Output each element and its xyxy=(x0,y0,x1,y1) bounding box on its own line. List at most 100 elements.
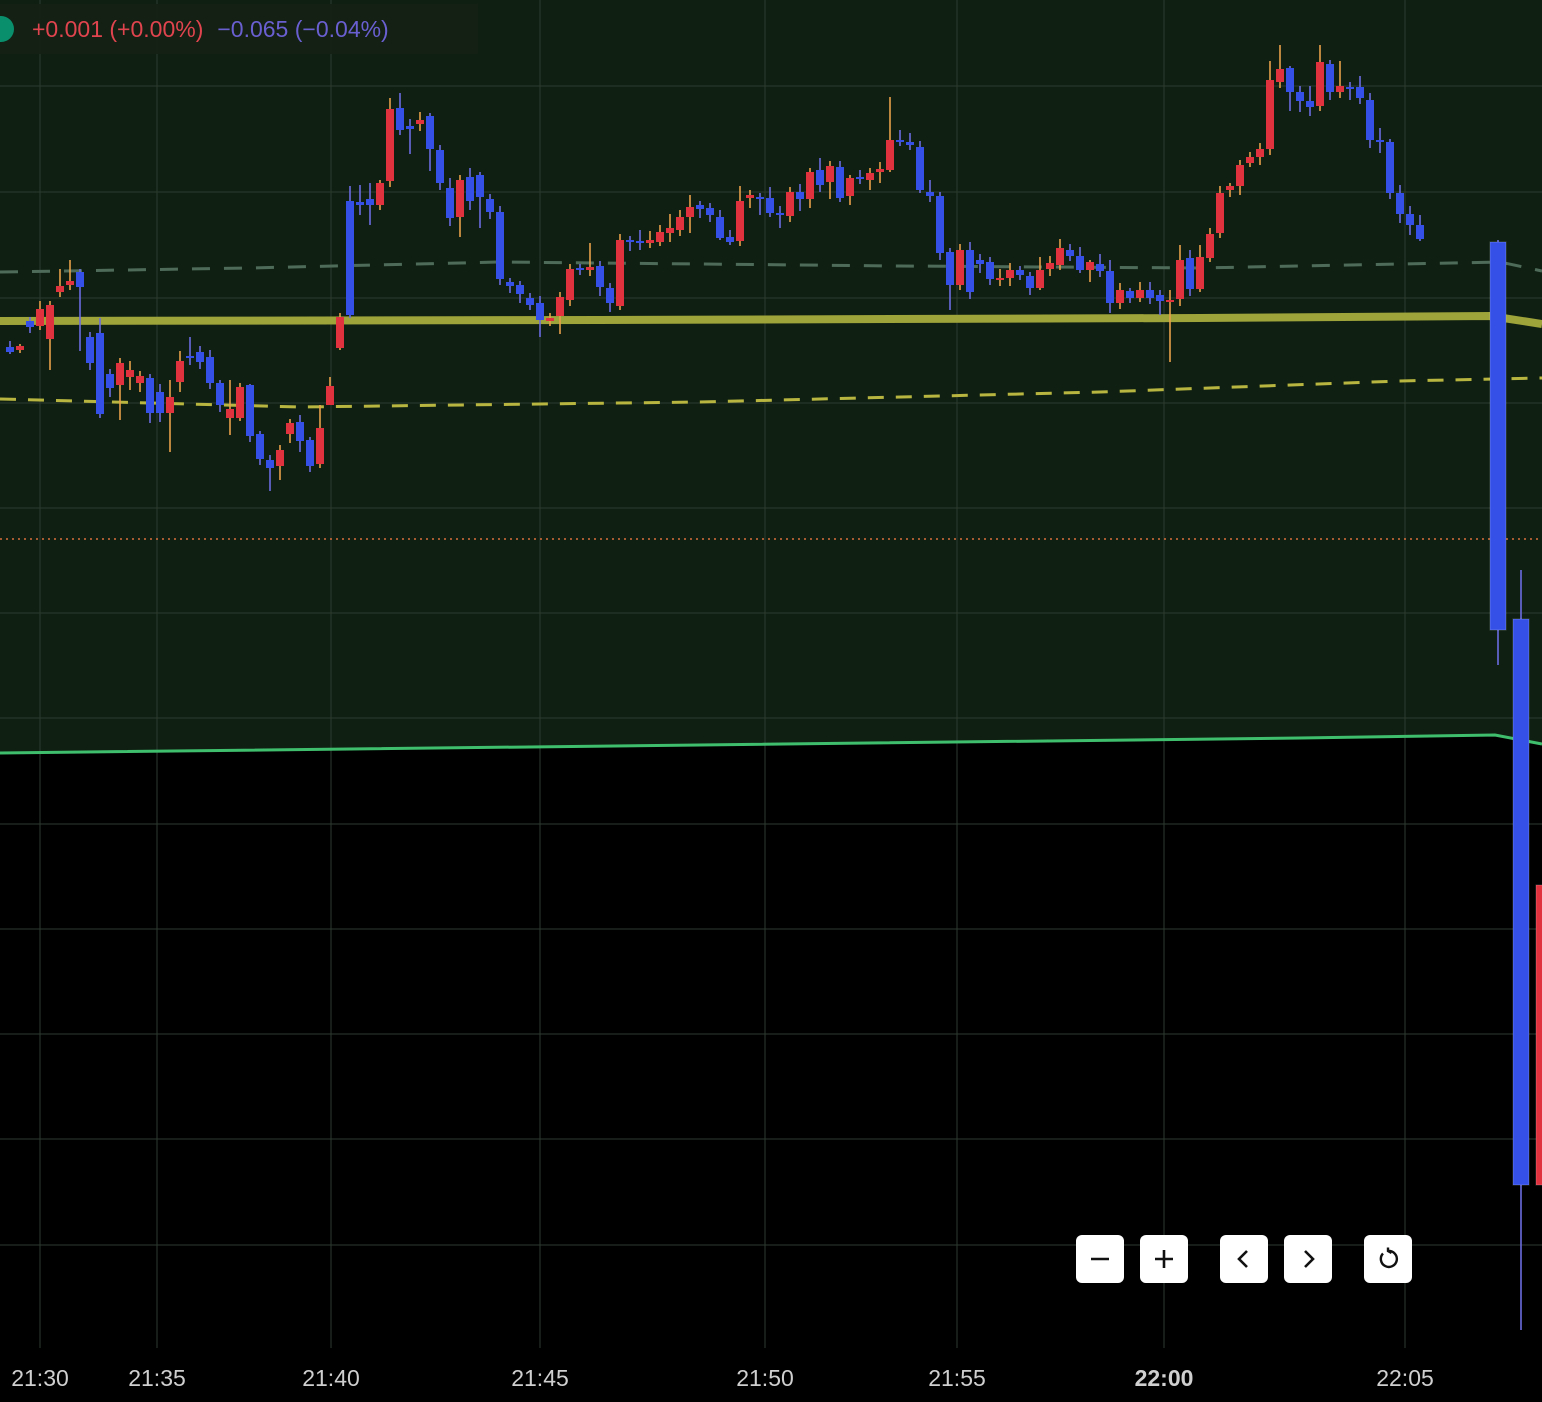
candle-body xyxy=(506,282,514,286)
candle-body xyxy=(336,317,344,348)
candle-body xyxy=(1286,68,1294,92)
chevron-right-icon xyxy=(1304,1250,1315,1268)
candle-body xyxy=(1366,100,1374,140)
x-tick-label: 22:00 xyxy=(1135,1365,1194,1391)
candle-body xyxy=(1256,149,1264,157)
candle-body xyxy=(1316,62,1324,106)
reset-button[interactable] xyxy=(1364,1235,1412,1283)
scroll-left-button[interactable] xyxy=(1220,1235,1268,1283)
candle-body xyxy=(896,140,904,142)
ma-solid-line xyxy=(0,312,1542,328)
candle-body xyxy=(6,347,14,352)
candle-body xyxy=(496,212,504,279)
candle-body xyxy=(1276,69,1284,82)
ma-gray-dashed-line xyxy=(0,260,1542,274)
candle-body xyxy=(396,108,404,130)
change-secondary: −0.065 (−0.04%) xyxy=(217,15,389,42)
candle-body xyxy=(1096,264,1104,271)
candle-body xyxy=(326,386,334,405)
candle-body xyxy=(856,177,864,179)
candle-body xyxy=(266,460,274,468)
candle-body xyxy=(706,208,714,215)
candle-body xyxy=(1006,270,1014,278)
candle-body xyxy=(196,352,204,362)
x-tick-label: 21:40 xyxy=(302,1365,360,1391)
candle-body xyxy=(1346,87,1354,89)
candle-body xyxy=(796,192,804,199)
candle-body xyxy=(736,201,744,241)
candle-body xyxy=(586,267,594,270)
ma-yellow-dashed-line xyxy=(0,376,1542,409)
candle-body xyxy=(436,150,444,183)
zoom-in-button[interactable] xyxy=(1140,1235,1188,1283)
candle-body xyxy=(36,309,44,326)
candle-body xyxy=(996,278,1004,280)
candle-body xyxy=(1086,262,1094,270)
candle-body xyxy=(146,378,154,413)
candle-body xyxy=(1156,295,1164,301)
candle-body xyxy=(206,357,214,383)
candle-body xyxy=(526,298,534,305)
candle-body xyxy=(746,195,754,198)
candle-body xyxy=(406,126,414,129)
candle-body xyxy=(1056,248,1064,265)
candle-body xyxy=(1489,241,1507,631)
candle-body xyxy=(1116,290,1124,303)
candle-body xyxy=(626,240,634,242)
x-tick-label: 22:05 xyxy=(1376,1365,1434,1391)
zoom-out-button[interactable] xyxy=(1076,1235,1124,1283)
candle-body xyxy=(1186,258,1194,289)
candle-body xyxy=(26,321,34,327)
candle-body xyxy=(806,172,814,199)
candle-body xyxy=(376,183,384,205)
candle-body xyxy=(426,116,434,149)
candle-body xyxy=(716,217,724,238)
candle-body xyxy=(486,199,494,212)
candle-body xyxy=(616,240,624,306)
candle-body xyxy=(756,197,764,199)
candle-body xyxy=(216,383,224,405)
candle-body xyxy=(1296,92,1304,101)
x-tick-label: 21:50 xyxy=(736,1365,794,1391)
plus-icon xyxy=(1155,1250,1173,1268)
candle-body xyxy=(126,370,134,377)
chevron-left-icon xyxy=(1237,1250,1248,1268)
candle-body xyxy=(176,361,184,382)
candle-body xyxy=(1076,256,1084,270)
candle-body xyxy=(766,198,774,213)
candle-body xyxy=(1146,290,1154,298)
candle-body xyxy=(96,333,104,414)
candle-body xyxy=(606,288,614,303)
candle-body xyxy=(1236,165,1244,186)
candle-body xyxy=(446,188,454,218)
candle-body xyxy=(1386,142,1394,193)
candle-body xyxy=(546,318,554,321)
candle-body xyxy=(1196,257,1204,289)
candle-body xyxy=(256,434,264,459)
series-dot-icon xyxy=(0,16,14,42)
candle-body xyxy=(1216,193,1224,233)
candle-body xyxy=(696,205,704,209)
candle-body xyxy=(1066,250,1074,256)
candle-body xyxy=(1306,101,1314,107)
candle-body xyxy=(296,422,304,441)
candle-body xyxy=(1535,884,1542,1186)
candle-body xyxy=(1166,300,1174,302)
candle-body xyxy=(456,180,464,217)
candle-body xyxy=(56,286,64,292)
candle-body xyxy=(666,228,674,233)
highlight-region xyxy=(0,0,1542,753)
change-primary: +0.001 (+0.00%) xyxy=(32,15,204,42)
candle-body xyxy=(946,252,954,285)
candle-body xyxy=(846,178,854,196)
candle-body xyxy=(836,167,844,198)
scroll-right-button[interactable] xyxy=(1284,1235,1332,1283)
x-tick-label: 21:30 xyxy=(11,1365,69,1391)
candle-body xyxy=(866,173,874,180)
candle-body xyxy=(646,240,654,243)
candle-body xyxy=(906,142,914,145)
candle-body xyxy=(536,303,544,320)
candle-body xyxy=(276,450,284,466)
candle-body xyxy=(66,281,74,285)
